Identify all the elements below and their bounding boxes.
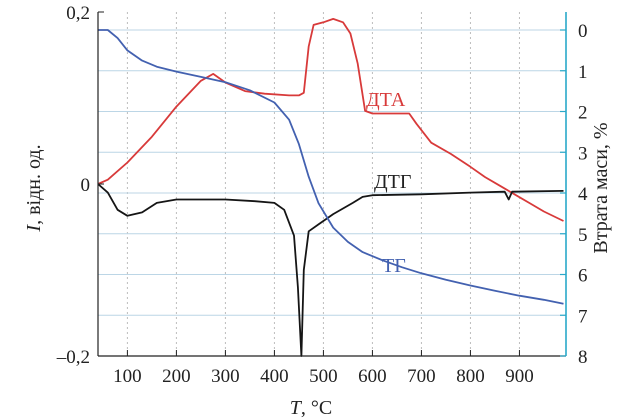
right-tick-label: 0 xyxy=(578,21,588,42)
left-axis-var: I xyxy=(23,224,45,233)
x-axis-title: T, °C xyxy=(290,397,332,419)
series-label-tg: ТГ xyxy=(382,255,406,277)
right-tick-label: 7 xyxy=(578,306,588,327)
right-tick-label: 8 xyxy=(578,347,588,368)
right-tick-label: 5 xyxy=(578,225,588,246)
series-label-dta: ДТА xyxy=(366,89,406,111)
left-tick-label: 0 xyxy=(81,175,91,196)
x-tick-label: 600 xyxy=(358,366,387,387)
right-tick-label: 3 xyxy=(578,143,588,164)
series-line xyxy=(98,29,564,305)
right-tick-label: 4 xyxy=(578,184,588,205)
x-axis-var: T xyxy=(290,397,303,419)
right-tick-label: 2 xyxy=(578,103,588,124)
right-tick-label: 1 xyxy=(578,62,588,83)
left-axis-unit: , відн. од. xyxy=(23,144,45,224)
series-label-dtg: ДТГ xyxy=(374,171,411,193)
x-tick-label: 700 xyxy=(407,366,436,387)
x-tick-label: 900 xyxy=(505,366,534,387)
series-layer xyxy=(97,17,564,357)
left-tick-label: –0,2 xyxy=(56,347,90,368)
grid-layer xyxy=(98,12,566,356)
x-tick-label: 500 xyxy=(309,366,338,387)
x-tick-label: 200 xyxy=(162,366,191,387)
x-tick-label: 800 xyxy=(456,366,485,387)
right-axis-title: Втрата маси, % xyxy=(590,122,612,253)
right-tick-label: 6 xyxy=(578,266,588,287)
series-line xyxy=(97,183,564,357)
x-tick-label: 100 xyxy=(113,366,142,387)
x-tick-label: 400 xyxy=(260,366,289,387)
ticks-layer: 100 200 300 400 500 600 700 800 900 0,2 0 –0,2 0 1 2 3 4… xyxy=(56,3,588,387)
left-tick-label: 0,2 xyxy=(66,3,90,24)
left-axis-title: I, відн. од. xyxy=(23,144,45,232)
series-line xyxy=(97,17,564,222)
x-axis-unit: , °C xyxy=(301,397,332,419)
x-tick-label: 300 xyxy=(211,366,240,387)
